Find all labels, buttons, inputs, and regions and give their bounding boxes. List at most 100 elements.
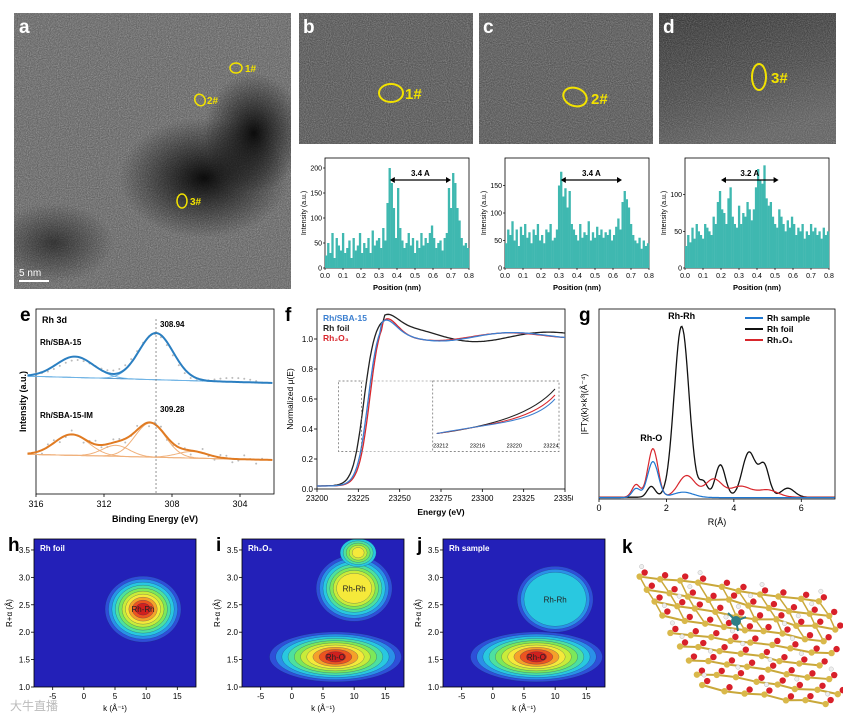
si-atom: [644, 587, 650, 593]
legend-entry: Rh/SBA-15: [323, 313, 367, 323]
x-axis-label: k (Å⁻¹): [512, 704, 536, 713]
o-atom: [747, 623, 753, 629]
o-atom: [697, 601, 703, 607]
o-atom: [662, 572, 668, 578]
si-atom: [759, 653, 765, 659]
o-atom: [710, 593, 716, 599]
bar: [355, 251, 357, 269]
x-tick-label: 0.6: [608, 273, 618, 280]
si-atom: [695, 579, 701, 585]
peak-annotation: Rh-O: [640, 433, 662, 443]
o-atom: [807, 632, 813, 638]
o-atom: [801, 656, 807, 662]
si-atom: [808, 649, 814, 655]
y-tick-label: 1.0: [428, 683, 440, 692]
o-atom: [819, 683, 825, 689]
bar: [520, 227, 522, 268]
si-atom: [667, 630, 673, 636]
bar: [704, 224, 706, 268]
panel-label-h: h: [8, 535, 20, 557]
o-atom: [707, 616, 713, 622]
x-tick-label: 23225: [347, 494, 370, 503]
bar: [577, 241, 579, 269]
series-label: Rh/SBA-15-IM: [40, 411, 93, 420]
bar: [628, 208, 630, 269]
o-atom: [679, 599, 685, 605]
bar: [583, 232, 585, 268]
o-atom: [766, 687, 772, 693]
x-tick-label: 23200: [306, 494, 329, 503]
x-tick-label: 10: [551, 692, 560, 701]
x-tick-label: 5: [113, 692, 118, 701]
y-axis-label: Intensity (a.u.): [661, 191, 668, 235]
data-point: [47, 443, 49, 445]
x-tick-label: 0.7: [626, 273, 636, 280]
si-atom: [724, 661, 730, 667]
x-tick-label: 0.8: [644, 273, 654, 280]
y-tick-label: 3.5: [428, 546, 440, 555]
si-atom: [705, 658, 711, 664]
bar: [507, 230, 509, 269]
bar: [571, 224, 573, 268]
data-point: [225, 455, 227, 457]
bar: [333, 258, 335, 268]
peak-label: 309.28: [160, 405, 185, 414]
bar: [753, 209, 755, 268]
o-atom: [821, 658, 827, 664]
si-atom: [773, 616, 779, 622]
bar: [530, 243, 532, 268]
bar: [420, 233, 422, 268]
x-tick-label: 0.0: [320, 273, 330, 280]
peak-annotation: Rh-Rh: [668, 311, 695, 321]
bar: [562, 197, 564, 269]
si-atom: [786, 608, 792, 614]
bar: [543, 243, 545, 268]
chart-title: Rh 3d: [42, 315, 67, 325]
bar: [573, 230, 575, 269]
o-atom: [687, 614, 693, 620]
bar: [380, 248, 382, 268]
h-atom: [698, 570, 702, 574]
h-atom: [790, 636, 794, 640]
bar: [715, 224, 717, 268]
bar: [522, 235, 524, 268]
bar: [588, 221, 590, 268]
o-atom: [812, 607, 818, 613]
data-point: [136, 425, 138, 427]
o-atom: [672, 626, 678, 632]
spot-label: Rh-Rh: [131, 605, 154, 614]
bar: [458, 221, 460, 269]
bar: [422, 246, 424, 269]
bar: [744, 217, 746, 268]
bar: [412, 238, 414, 268]
si-atom: [659, 612, 665, 618]
bar: [797, 228, 799, 268]
y-tick-label: 50: [314, 241, 322, 248]
h-atom: [639, 564, 643, 568]
si-atom: [699, 682, 705, 688]
si-atom: [677, 577, 683, 583]
bar: [821, 239, 823, 268]
bar: [789, 228, 791, 268]
si-atom: [742, 627, 748, 633]
bar: [444, 238, 446, 268]
y-tick-label: 1.0: [302, 335, 314, 344]
o-atom: [693, 628, 699, 634]
bar: [700, 235, 702, 268]
data-point: [243, 454, 245, 456]
bar: [719, 191, 721, 268]
o-atom: [831, 672, 837, 678]
si-atom: [798, 596, 804, 602]
data-point: [130, 358, 132, 360]
y-tick-label: 3.0: [19, 573, 31, 582]
bar: [441, 251, 443, 269]
y-axis-label: Normalized μ(E): [285, 368, 295, 430]
bar: [516, 230, 518, 269]
o-atom: [704, 678, 710, 684]
o-atom: [792, 641, 798, 647]
bar: [691, 228, 693, 268]
